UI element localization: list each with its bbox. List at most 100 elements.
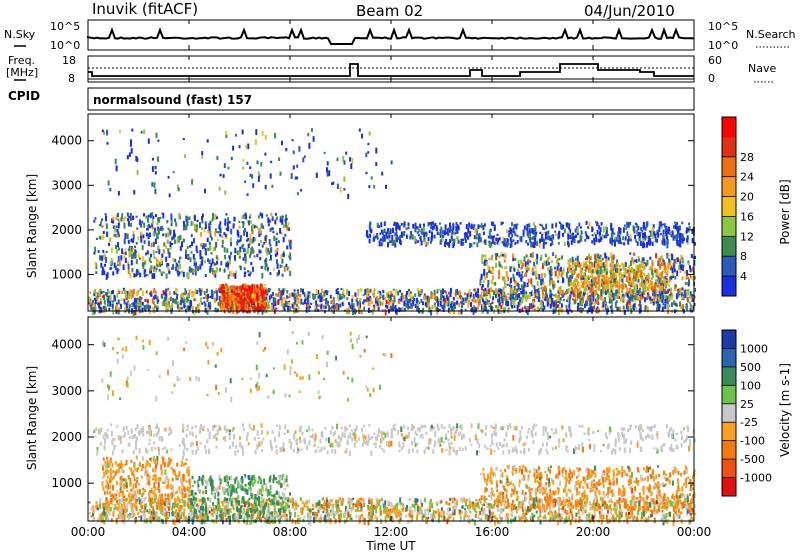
range-cell [204, 221, 207, 225]
range-cell [358, 128, 361, 132]
range-cell [254, 237, 257, 242]
range-cell [253, 506, 256, 512]
range-cell [481, 254, 484, 260]
range-cell [493, 290, 495, 296]
range-cell [320, 303, 323, 309]
range-cell [646, 277, 649, 284]
range-cell [502, 286, 505, 291]
range-cell [241, 245, 243, 249]
range-cell [672, 262, 675, 265]
range-cell [208, 231, 211, 234]
range-cell [692, 501, 695, 504]
range-cell [483, 275, 486, 280]
range-cell [264, 290, 267, 295]
range-cell [661, 223, 664, 226]
range-cell [573, 268, 576, 274]
range-cell [410, 302, 413, 308]
range-cell [176, 184, 179, 189]
range-cell [88, 511, 91, 515]
range-cell [193, 238, 195, 244]
range-cell [583, 291, 585, 296]
range-cell [157, 299, 160, 303]
range-cell [567, 309, 570, 315]
range-cell [117, 261, 120, 265]
range-cell [667, 266, 670, 270]
range-cell [580, 267, 583, 271]
range-cell [532, 304, 535, 308]
range-cell [465, 224, 468, 229]
range-cell [268, 239, 271, 245]
range-cell [363, 306, 366, 311]
range-cell [617, 307, 620, 311]
range-cell [141, 256, 144, 262]
range-cell [194, 267, 197, 272]
range-cell [649, 279, 652, 285]
range-cell [554, 270, 557, 277]
range-cell [175, 509, 178, 513]
range-cell [431, 235, 433, 239]
range-cell [570, 287, 573, 291]
range-cell [549, 269, 552, 276]
range-cell [242, 224, 245, 229]
range-cell [235, 305, 238, 309]
range-cell [204, 274, 207, 278]
range-cell [503, 297, 506, 301]
range-cell [219, 287, 222, 292]
range-cell [678, 225, 681, 231]
range-cell [444, 241, 446, 248]
range-cell [241, 292, 244, 296]
range-cell [480, 294, 483, 297]
range-cell [586, 309, 589, 314]
range-cell [408, 306, 411, 309]
range-cell [522, 285, 525, 291]
range-cell [643, 227, 645, 230]
range-cell [629, 267, 632, 271]
range-cell [667, 299, 670, 302]
range-cell [295, 308, 298, 312]
range-cell [674, 234, 677, 239]
range-cell [342, 288, 345, 295]
range-cell [156, 263, 159, 268]
range-cell [572, 269, 575, 275]
range-cell [412, 296, 415, 299]
range-cell [615, 289, 618, 295]
range-cell [586, 281, 589, 285]
range-cell [107, 180, 110, 186]
range-cell [147, 214, 150, 218]
range-cell [251, 223, 254, 229]
range-cell [224, 222, 227, 226]
range-cell [335, 289, 338, 295]
range-cell [597, 263, 600, 268]
range-cell [408, 288, 410, 292]
range-cell [551, 271, 553, 276]
range-cell [437, 308, 439, 312]
range-cell [691, 298, 694, 302]
range-cell [580, 277, 583, 280]
range-cell [257, 510, 259, 516]
range-cell [608, 300, 611, 304]
range-cell [445, 238, 448, 245]
range-cell [428, 230, 431, 234]
range-cell [673, 268, 676, 273]
range-cell [515, 223, 518, 230]
range-cell [225, 131, 228, 136]
range-cell [668, 296, 671, 300]
range-cell [568, 223, 571, 227]
range-cell [539, 299, 542, 306]
range-cell [359, 303, 361, 309]
range-cell [143, 222, 146, 228]
range-cell [520, 291, 523, 295]
range-cell [291, 504, 294, 509]
range-cell [603, 284, 606, 291]
range-cell [145, 290, 148, 294]
range-cell [104, 503, 106, 507]
range-cell [266, 289, 269, 294]
range-cell [223, 285, 226, 290]
range-cell [412, 299, 415, 304]
range-cell [173, 299, 176, 304]
range-cell [519, 302, 522, 306]
range-cell [174, 258, 177, 263]
range-cell [238, 307, 241, 310]
range-cell [130, 294, 133, 300]
range-cell [255, 288, 258, 293]
